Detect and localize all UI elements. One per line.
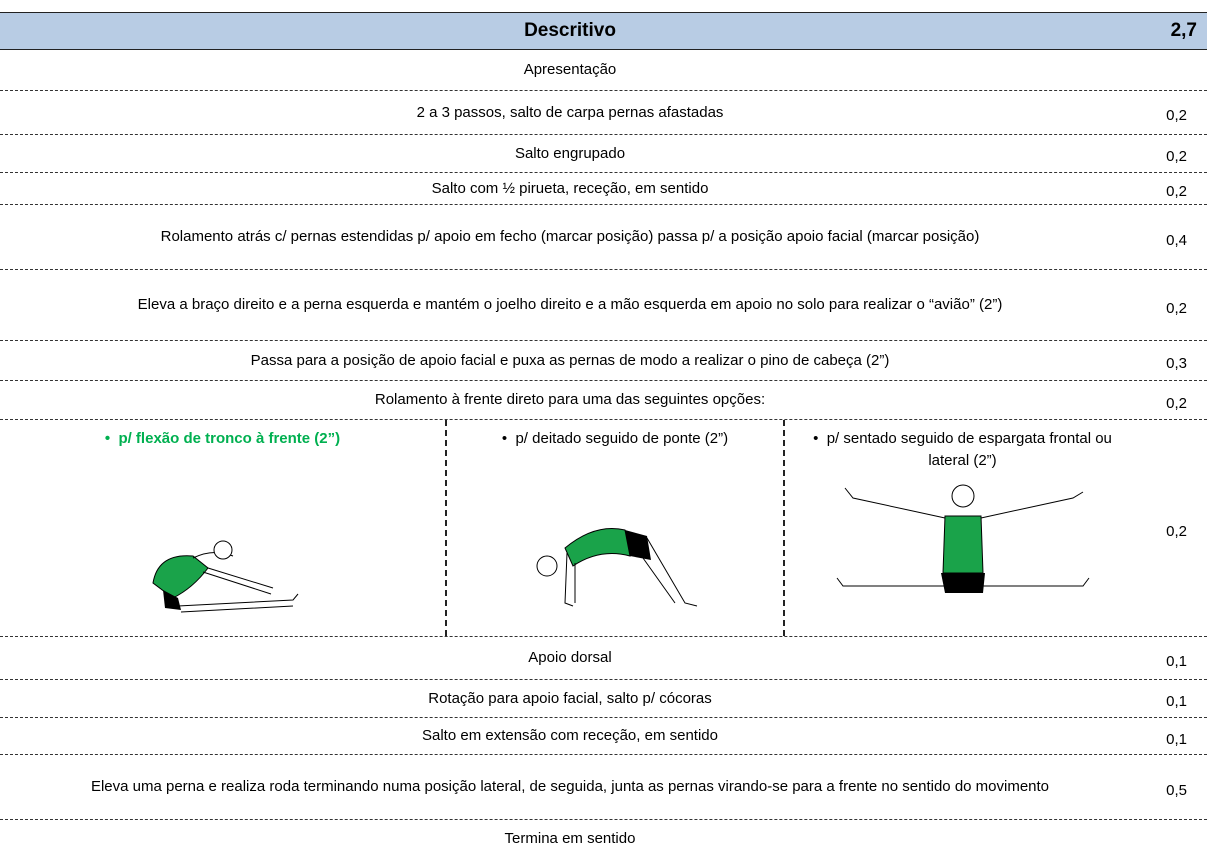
table-row: Apoio dorsal 0,1 xyxy=(0,637,1207,680)
description: Termina em sentido xyxy=(504,829,636,847)
points: 0,2 xyxy=(1166,522,1187,540)
table-row: 2 a 3 passos, salto de carpa pernas afas… xyxy=(0,91,1207,135)
points xyxy=(1140,820,1207,857)
points: 0,2 xyxy=(1166,183,1187,200)
option-label: p/ flexão de tronco à frente (2”) xyxy=(105,428,340,450)
table-row: Eleva uma perna e realiza roda terminand… xyxy=(0,755,1207,820)
figure-forward-bend xyxy=(151,540,298,613)
points: 0,1 xyxy=(1166,652,1187,670)
table-row: Termina em sentido xyxy=(0,820,1207,857)
points: 0,1 xyxy=(1166,693,1187,710)
points: 0,2 xyxy=(1166,299,1187,317)
description: Salto em extensão com receção, em sentid… xyxy=(422,727,718,744)
points: 0,5 xyxy=(1166,781,1187,799)
points: 0,1 xyxy=(1166,730,1187,748)
description: Eleva a braço direito e a perna esquerda… xyxy=(137,296,1003,313)
table-row: Eleva a braço direito e a perna esquerda… xyxy=(0,270,1207,341)
table-row: Apresentação xyxy=(0,50,1207,91)
table-row: Salto com ½ pirueta, receção, em sentido… xyxy=(0,173,1207,205)
points: 0,2 xyxy=(1166,394,1187,412)
points: 0,4 xyxy=(1166,231,1187,249)
description: Apresentação xyxy=(523,61,617,78)
table-row: Salto engrupado 0,2 xyxy=(0,135,1207,173)
option-cell: p/ sentado seguido de espargata frontal … xyxy=(783,420,1140,636)
points: 0,2 xyxy=(1166,107,1187,124)
description: Eleva uma perna e realiza roda terminand… xyxy=(90,778,1050,795)
points xyxy=(1140,50,1207,90)
description: Apoio dorsal xyxy=(528,649,612,666)
header-row: Descritivo 2,7 xyxy=(0,12,1207,50)
description: Salto engrupado xyxy=(514,144,626,162)
description: Passa para a posição de apoio facial e p… xyxy=(250,351,890,369)
header-title: Descritivo xyxy=(524,20,616,41)
figure-bridge xyxy=(536,527,698,607)
points: 0,3 xyxy=(1166,355,1187,372)
header-total: 2,7 xyxy=(1170,20,1197,41)
option-label: p/ deitado seguido de ponte (2”) xyxy=(502,428,728,450)
table-row: Salto em extensão com receção, em sentid… xyxy=(0,718,1207,755)
table-row: Rolamento atrás c/ pernas estendidas p/ … xyxy=(0,205,1207,270)
option-cell: p/ deitado seguido de ponte (2”) xyxy=(445,420,783,636)
table-row: Rotação para apoio facial, salto p/ cóco… xyxy=(0,680,1207,718)
table-row: Rolamento à frente direto para uma das s… xyxy=(0,381,1207,420)
points: 0,2 xyxy=(1166,148,1187,165)
description: Rolamento à frente direto para uma das s… xyxy=(374,391,766,408)
table-row: p/ flexão de tronco à frente (2”) p/ dei… xyxy=(0,420,1207,637)
description: 2 a 3 passos, salto de carpa pernas afas… xyxy=(416,103,724,121)
description: Rotação para apoio facial, salto p/ cóco… xyxy=(428,689,712,707)
options: p/ flexão de tronco à frente (2”) p/ dei… xyxy=(0,420,1140,636)
option-label: p/ sentado seguido de espargata frontal … xyxy=(803,428,1123,472)
option-cell: p/ flexão de tronco à frente (2”) xyxy=(0,420,445,636)
description: Salto com ½ pirueta, receção, em sentido xyxy=(431,179,709,197)
figure-split xyxy=(836,484,1089,593)
description: Rolamento atrás c/ pernas estendidas p/ … xyxy=(160,228,980,245)
table-row: Passa para a posição de apoio facial e p… xyxy=(0,341,1207,381)
